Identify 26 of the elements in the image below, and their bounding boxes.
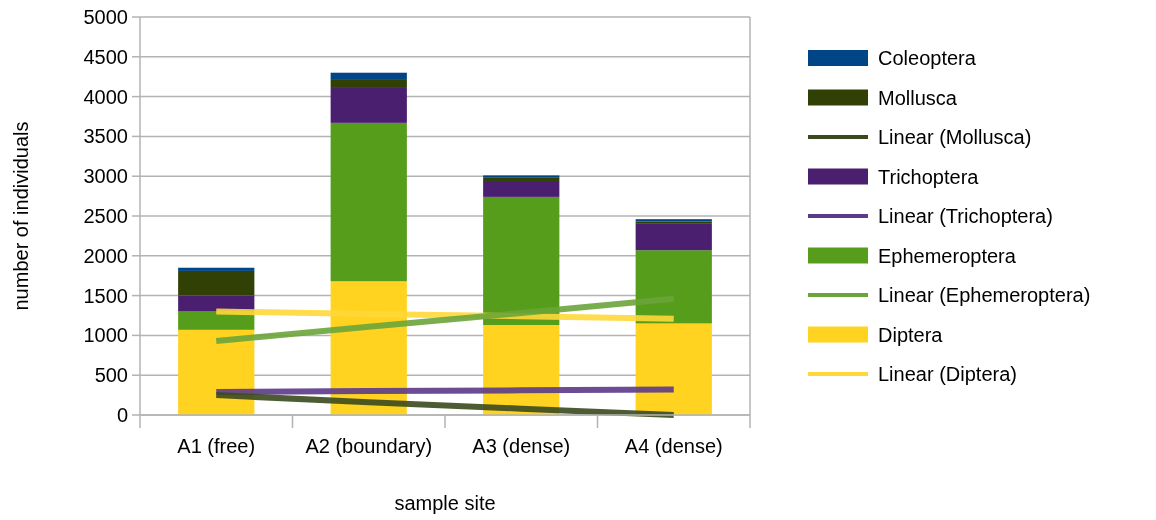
legend-label: Diptera	[878, 323, 944, 346]
x-tick-label: A1 (free)	[177, 435, 256, 457]
legend-label: Linear (Trichoptera)	[878, 205, 1053, 227]
y-tick-label: 1500	[83, 284, 128, 307]
legend-label: Mollusca	[878, 86, 958, 109]
x-tick-label: A4 (dense)	[624, 435, 723, 457]
legend-label: Linear (Mollusca)	[878, 126, 1032, 148]
x-tick-label: A2 (boundary)	[305, 435, 433, 457]
y-tick-label: 3500	[83, 125, 128, 148]
y-tick-label: 4500	[83, 45, 128, 68]
y-tick-label: 1000	[83, 324, 128, 347]
y-tick-label: 5000	[83, 6, 128, 28]
legend-label: Trichoptera	[878, 165, 980, 188]
y-tick-label: 2500	[83, 205, 128, 227]
x-tick-label: A3 (dense)	[472, 435, 571, 457]
legend-label: Linear (Ephemeroptera)	[878, 284, 1091, 306]
x-axis-title: sample site	[394, 492, 496, 514]
y-tick-label: 500	[94, 364, 128, 387]
legend-label: Coleoptera	[878, 47, 977, 69]
y-tick-label: 2000	[83, 244, 128, 267]
y-tick-label: 0	[116, 404, 128, 426]
y-tick-label: 3000	[83, 165, 128, 188]
y-axis-title: number of individuals	[10, 121, 32, 311]
legend-label: Ephemeroptera	[878, 244, 1017, 267]
legend-label: Linear (Diptera)	[878, 363, 1017, 385]
y-tick-label: 4000	[83, 85, 128, 108]
